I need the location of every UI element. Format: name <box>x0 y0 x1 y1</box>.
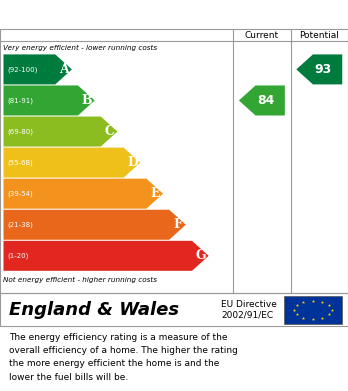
Text: G: G <box>196 249 206 262</box>
Text: (92-100): (92-100) <box>8 66 38 73</box>
Polygon shape <box>3 210 186 240</box>
Text: F: F <box>174 218 183 231</box>
Text: Potential: Potential <box>299 31 339 40</box>
Polygon shape <box>296 54 342 84</box>
Text: Not energy efficient - higher running costs: Not energy efficient - higher running co… <box>3 276 158 283</box>
Text: B: B <box>82 94 93 107</box>
Text: E: E <box>151 187 160 200</box>
Text: C: C <box>105 125 115 138</box>
Text: 93: 93 <box>314 63 332 76</box>
Polygon shape <box>3 86 95 115</box>
Text: (21-38): (21-38) <box>8 221 33 228</box>
Text: (55-68): (55-68) <box>8 160 33 166</box>
Text: Energy Efficiency Rating: Energy Efficiency Rating <box>9 7 219 22</box>
Text: (1-20): (1-20) <box>8 253 29 259</box>
Polygon shape <box>3 147 140 178</box>
Text: A: A <box>60 63 69 76</box>
Bar <box>284 296 342 324</box>
Text: D: D <box>127 156 138 169</box>
Text: (69-80): (69-80) <box>8 128 34 135</box>
Text: 84: 84 <box>257 94 274 107</box>
Text: Very energy efficient - lower running costs: Very energy efficient - lower running co… <box>3 45 158 51</box>
Polygon shape <box>3 54 72 84</box>
Text: England & Wales: England & Wales <box>9 301 179 319</box>
Polygon shape <box>3 241 209 271</box>
Text: (81-91): (81-91) <box>8 97 34 104</box>
Text: Current: Current <box>245 31 279 40</box>
Text: The energy efficiency rating is a measure of the
overall efficiency of a home. T: The energy efficiency rating is a measur… <box>9 333 238 382</box>
Polygon shape <box>3 179 163 209</box>
Text: (39-54): (39-54) <box>8 190 33 197</box>
Polygon shape <box>239 86 285 115</box>
Text: EU Directive
2002/91/EC: EU Directive 2002/91/EC <box>221 300 277 319</box>
Polygon shape <box>3 117 118 147</box>
